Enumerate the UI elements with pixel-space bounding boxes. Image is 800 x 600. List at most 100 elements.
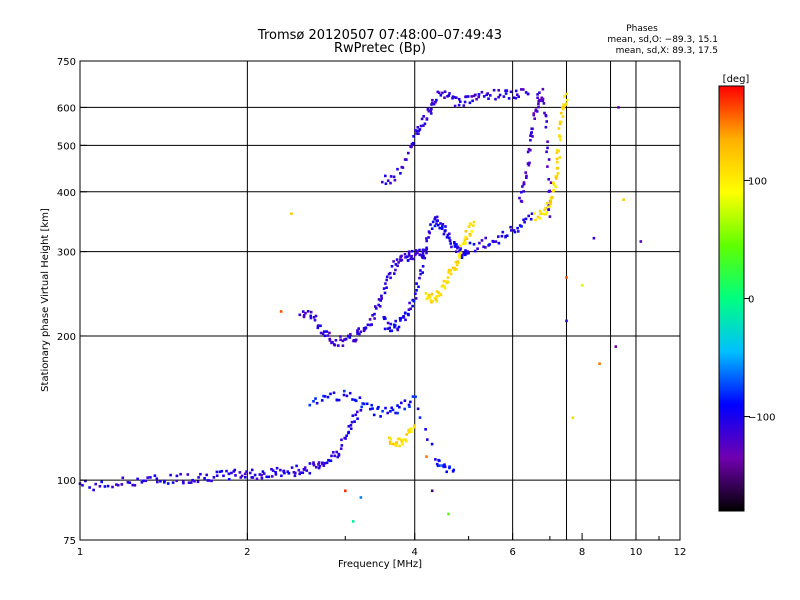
data-point bbox=[356, 329, 359, 332]
data-point bbox=[409, 307, 412, 311]
data-point bbox=[639, 240, 643, 243]
data-point bbox=[421, 265, 425, 268]
data-point bbox=[418, 128, 422, 131]
data-point bbox=[551, 196, 554, 199]
data-point bbox=[250, 468, 254, 472]
data-point bbox=[441, 223, 445, 226]
data-point bbox=[529, 217, 533, 221]
data-point bbox=[435, 290, 439, 293]
data-point bbox=[497, 89, 500, 92]
data-point bbox=[232, 470, 236, 473]
data-point bbox=[384, 182, 388, 185]
data-point bbox=[319, 324, 322, 328]
data-point bbox=[445, 236, 449, 239]
data-point bbox=[475, 97, 478, 101]
data-point bbox=[558, 134, 561, 137]
data-point bbox=[428, 295, 432, 299]
data-point bbox=[421, 249, 425, 253]
data-point bbox=[546, 146, 549, 150]
data-point bbox=[433, 224, 437, 228]
data-point bbox=[407, 250, 411, 253]
data-point bbox=[425, 239, 428, 243]
data-point bbox=[318, 464, 322, 468]
data-point bbox=[159, 480, 162, 483]
data-point bbox=[473, 249, 477, 253]
data-point bbox=[558, 122, 562, 126]
data-point bbox=[262, 472, 266, 475]
data-point bbox=[343, 389, 346, 393]
data-point bbox=[415, 132, 418, 135]
data-point bbox=[317, 461, 321, 464]
data-point bbox=[394, 444, 398, 447]
data-point bbox=[434, 298, 438, 301]
data-point bbox=[357, 327, 360, 330]
y-tick-label: 200 bbox=[57, 332, 76, 343]
data-point bbox=[354, 338, 358, 342]
data-point bbox=[396, 437, 400, 441]
data-point bbox=[425, 455, 428, 458]
data-point bbox=[463, 100, 467, 104]
data-point bbox=[197, 476, 200, 479]
data-point bbox=[565, 276, 568, 279]
data-point bbox=[459, 251, 463, 255]
data-point bbox=[433, 217, 436, 221]
data-point bbox=[386, 321, 390, 325]
data-point bbox=[545, 211, 549, 214]
data-point bbox=[565, 92, 568, 96]
data-point bbox=[347, 334, 350, 338]
data-point bbox=[313, 318, 317, 322]
data-point bbox=[390, 406, 393, 410]
data-point bbox=[382, 287, 386, 290]
data-point bbox=[279, 310, 283, 313]
data-point bbox=[388, 440, 392, 444]
data-point bbox=[554, 185, 557, 189]
data-point bbox=[440, 285, 444, 288]
data-point bbox=[364, 326, 368, 329]
data-point bbox=[485, 93, 488, 97]
data-point bbox=[559, 138, 562, 142]
data-point bbox=[407, 308, 411, 311]
data-point bbox=[425, 248, 429, 251]
data-point bbox=[294, 471, 297, 475]
data-point bbox=[348, 336, 352, 339]
data-point bbox=[215, 474, 219, 477]
data-point bbox=[557, 127, 561, 130]
data-point bbox=[301, 310, 305, 313]
data-point bbox=[297, 468, 301, 472]
data-point bbox=[522, 88, 525, 91]
data-point bbox=[502, 95, 506, 98]
data-point bbox=[447, 512, 450, 516]
data-point bbox=[413, 426, 416, 429]
data-point bbox=[416, 126, 420, 129]
y-tick-label: 400 bbox=[57, 188, 76, 199]
data-point bbox=[142, 479, 145, 483]
data-point bbox=[431, 220, 435, 224]
data-point bbox=[448, 92, 451, 95]
data-point bbox=[298, 313, 302, 317]
data-point bbox=[452, 468, 455, 472]
data-point bbox=[411, 141, 415, 145]
x-axis-ticks: 1 2 4 6 8 10 12 bbox=[77, 533, 686, 558]
data-point bbox=[455, 96, 458, 99]
data-point bbox=[376, 407, 379, 410]
data-point bbox=[361, 402, 364, 405]
data-point bbox=[410, 249, 414, 253]
data-point bbox=[389, 175, 393, 178]
data-point bbox=[243, 472, 247, 476]
data-point bbox=[425, 237, 428, 240]
data-point bbox=[309, 316, 313, 320]
data-point bbox=[562, 107, 565, 111]
data-point bbox=[349, 424, 353, 427]
data-point bbox=[545, 120, 548, 123]
data-point bbox=[430, 227, 434, 230]
data-point bbox=[447, 268, 451, 272]
data-point bbox=[339, 338, 342, 342]
data-point bbox=[443, 465, 447, 469]
data-point bbox=[345, 434, 348, 437]
colorbar-ticks: 100 0 −100 bbox=[744, 176, 775, 424]
data-point bbox=[385, 286, 388, 289]
data-point bbox=[403, 407, 406, 411]
data-point bbox=[351, 398, 354, 401]
data-point bbox=[379, 299, 382, 302]
